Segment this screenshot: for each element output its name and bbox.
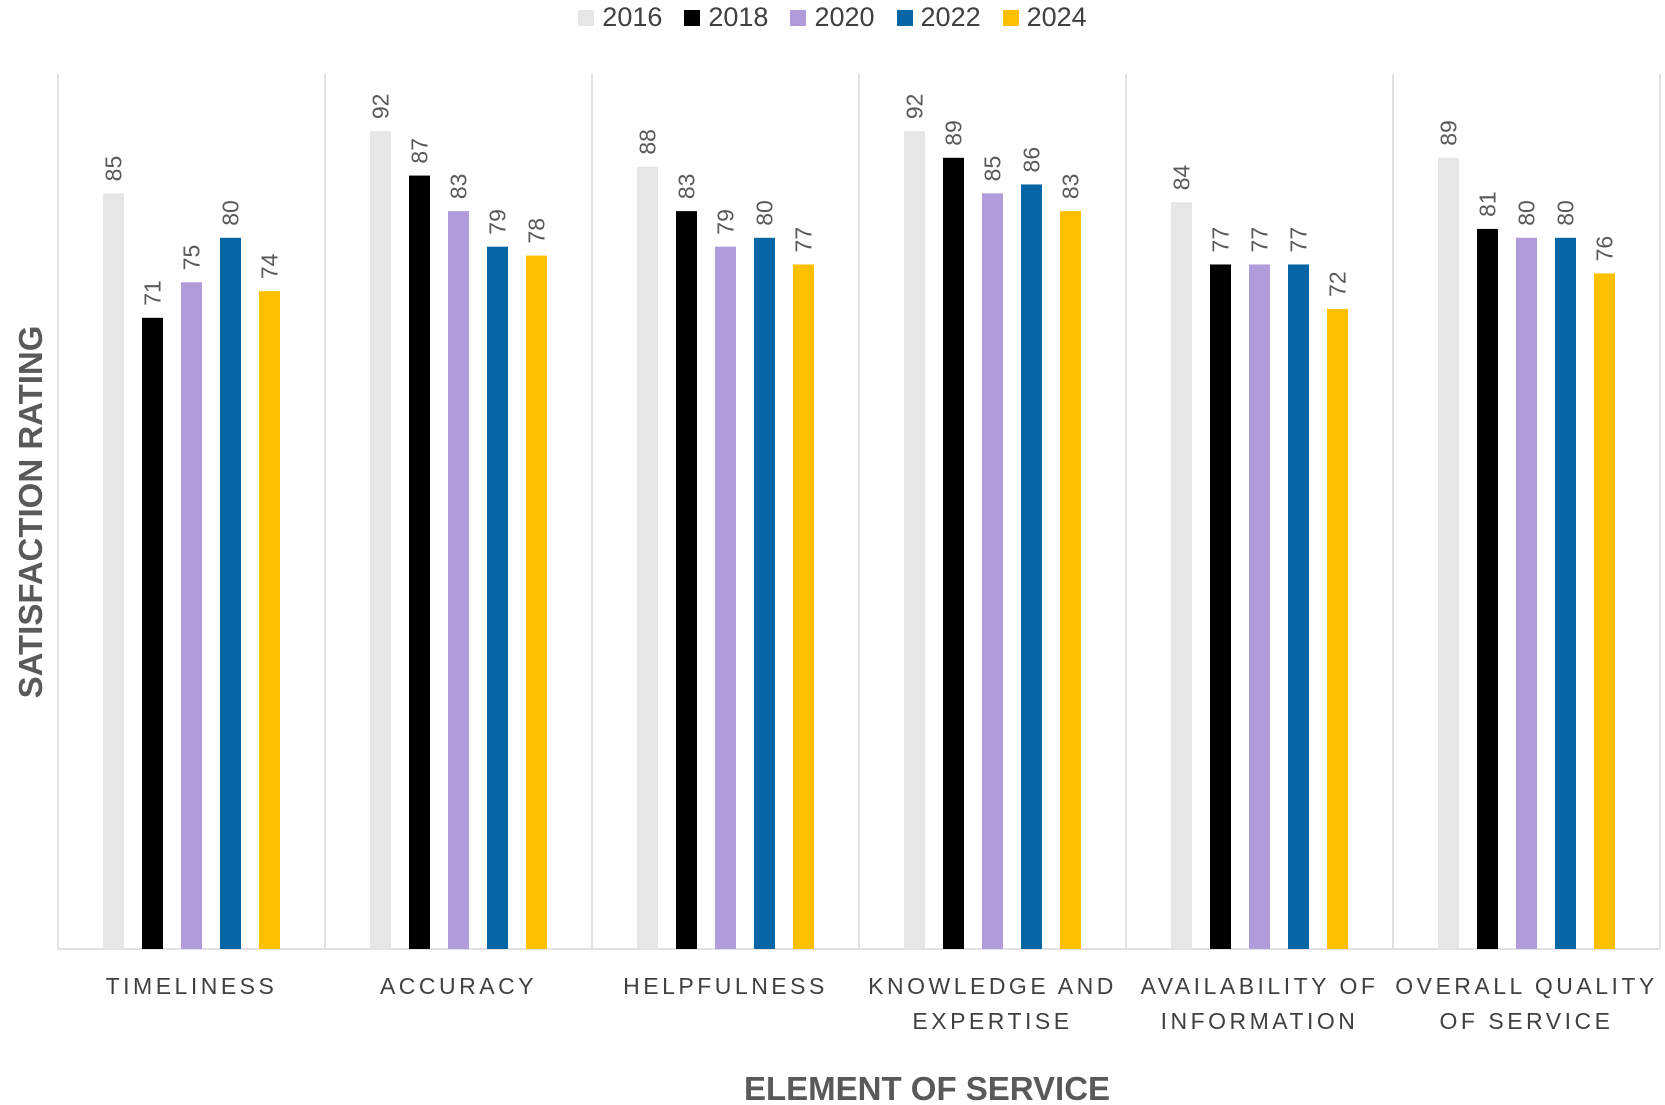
bar-2022 — [1021, 184, 1042, 949]
category-label: TIMELINESS — [106, 973, 278, 999]
bar-2020 — [448, 211, 469, 949]
category-label: ACCURACY — [380, 973, 537, 999]
bar-2018 — [676, 211, 697, 949]
bar-2022 — [487, 247, 508, 949]
bar-2016 — [370, 131, 391, 949]
bar-2016 — [637, 167, 658, 949]
data-label: 83 — [446, 174, 472, 200]
data-label: 77 — [1208, 227, 1234, 253]
data-label: 81 — [1475, 191, 1501, 217]
bar-2020 — [1249, 264, 1270, 949]
bar-2024 — [793, 264, 814, 949]
category-label: AVAILABILITY OF — [1141, 973, 1379, 999]
data-label: 89 — [941, 120, 967, 146]
category-label: INFORMATION — [1161, 1008, 1359, 1034]
data-label: 75 — [179, 245, 205, 271]
category-label: OF SERVICE — [1440, 1008, 1614, 1034]
x-axis-title: ELEMENT OF SERVICE — [744, 1070, 1110, 1105]
bar-2016 — [103, 193, 124, 949]
bar-2016 — [904, 131, 925, 949]
data-label: 84 — [1169, 164, 1195, 190]
y-axis-title: SATISFACTION RATING — [12, 326, 49, 699]
data-label: 88 — [635, 129, 661, 155]
category-label: OVERALL QUALITY — [1395, 973, 1658, 999]
bar-2024 — [526, 256, 547, 949]
bar-2020 — [982, 193, 1003, 949]
data-label: 74 — [257, 253, 283, 279]
data-label: 77 — [791, 227, 817, 253]
data-label: 92 — [902, 94, 928, 120]
bar-2022 — [220, 238, 241, 949]
data-label: 92 — [368, 94, 394, 120]
bar-2024 — [1060, 211, 1081, 949]
data-label: 86 — [1019, 147, 1045, 173]
data-label: 77 — [1286, 227, 1312, 253]
bar-2016 — [1438, 158, 1459, 949]
bar-2024 — [1594, 273, 1615, 949]
bar-2024 — [259, 291, 280, 949]
data-label: 78 — [524, 218, 550, 244]
bar-2022 — [1288, 264, 1309, 949]
bar-2020 — [715, 247, 736, 949]
bar-2022 — [754, 238, 775, 949]
data-label: 85 — [101, 156, 127, 182]
data-label: 76 — [1592, 236, 1618, 262]
data-label: 87 — [407, 138, 433, 164]
bar-2022 — [1555, 238, 1576, 949]
category-label: HELPFULNESS — [623, 973, 828, 999]
bar-2024 — [1327, 309, 1348, 949]
data-label: 83 — [674, 174, 700, 200]
data-label: 83 — [1058, 174, 1084, 200]
bar-2016 — [1171, 202, 1192, 949]
bar-2018 — [943, 158, 964, 949]
bar-2018 — [1210, 264, 1231, 949]
category-label: KNOWLEDGE AND — [868, 973, 1117, 999]
data-label: 72 — [1325, 271, 1351, 297]
data-label: 80 — [1514, 200, 1540, 226]
bar-2018 — [1477, 229, 1498, 949]
data-label: 80 — [1553, 200, 1579, 226]
data-label: 79 — [485, 209, 511, 235]
data-label: 71 — [140, 280, 166, 306]
category-label: EXPERTISE — [912, 1008, 1072, 1034]
bar-2018 — [142, 318, 163, 949]
data-label: 80 — [218, 200, 244, 226]
bar-2020 — [181, 282, 202, 949]
data-label: 79 — [713, 209, 739, 235]
bar-2020 — [1516, 238, 1537, 949]
data-label: 80 — [752, 200, 778, 226]
data-label: 77 — [1247, 227, 1273, 253]
data-label: 85 — [980, 156, 1006, 182]
data-label: 89 — [1436, 120, 1462, 146]
bar-2018 — [409, 176, 430, 949]
